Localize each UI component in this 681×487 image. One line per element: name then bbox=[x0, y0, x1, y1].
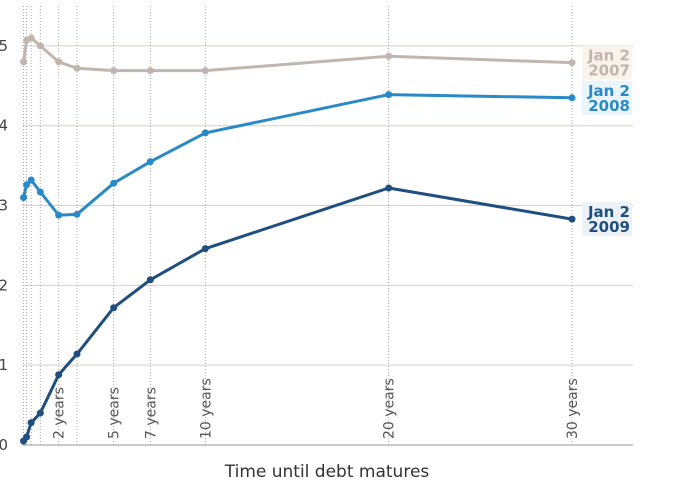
data-point bbox=[36, 188, 44, 196]
data-point bbox=[568, 59, 576, 67]
y-tick-label: 4 bbox=[0, 117, 8, 135]
data-point bbox=[146, 158, 154, 166]
data-point bbox=[201, 245, 209, 253]
series-label-date: Jan 2 bbox=[587, 203, 630, 221]
data-point bbox=[385, 91, 393, 99]
data-point bbox=[55, 211, 63, 219]
y-tick-label: 3 bbox=[0, 197, 8, 215]
data-point bbox=[110, 67, 118, 75]
data-point bbox=[23, 433, 31, 441]
data-point bbox=[385, 52, 393, 60]
y-tick-label: 1 bbox=[0, 356, 8, 374]
series-label-bg bbox=[582, 80, 632, 115]
data-point bbox=[568, 94, 576, 102]
y-tick-label: 5 bbox=[0, 37, 8, 55]
data-point bbox=[73, 210, 81, 218]
y-tick-label: 2 bbox=[0, 276, 8, 294]
series-line bbox=[22, 36, 573, 73]
axes: 0 1 2 3 4 5 2 years 5 years 7 years 10 years 20 ye… bbox=[0, 37, 633, 454]
series-label-year: 2008 bbox=[588, 97, 630, 115]
series-label-date: Jan 2 bbox=[587, 82, 630, 100]
data-point bbox=[146, 276, 154, 284]
x-tick-label: 5 years bbox=[107, 387, 123, 439]
series-group bbox=[20, 34, 576, 445]
data-point bbox=[27, 419, 35, 427]
data-point bbox=[36, 409, 44, 417]
data-point bbox=[110, 304, 118, 312]
series-label-bg bbox=[582, 45, 632, 80]
x-tick-label: 7 years bbox=[143, 387, 159, 439]
x-tick-label: 2 years bbox=[52, 387, 68, 439]
data-point bbox=[73, 350, 81, 358]
data-point bbox=[201, 129, 209, 137]
data-point bbox=[20, 194, 28, 202]
data-point bbox=[568, 215, 576, 223]
maturity-guides bbox=[23, 6, 573, 445]
data-point bbox=[146, 67, 154, 75]
series-label-date: Jan 2 bbox=[587, 47, 630, 65]
gridlines bbox=[22, 45, 633, 366]
series-label-year: 2009 bbox=[588, 218, 630, 236]
data-point bbox=[27, 176, 35, 184]
x-tick-label: 30 years bbox=[565, 378, 581, 439]
data-point bbox=[55, 371, 63, 379]
x-tick-label: 10 years bbox=[198, 378, 214, 439]
series-label-bg bbox=[582, 202, 632, 237]
data-point bbox=[385, 184, 393, 192]
data-point bbox=[23, 181, 31, 189]
data-point bbox=[36, 42, 44, 50]
data-point bbox=[20, 58, 28, 66]
x-tick-label: 20 years bbox=[382, 378, 398, 439]
data-point bbox=[201, 67, 209, 75]
series-line bbox=[22, 93, 573, 217]
data-point bbox=[55, 58, 63, 66]
series-label-year: 2007 bbox=[588, 62, 630, 80]
data-point bbox=[27, 34, 35, 42]
data-point bbox=[73, 64, 81, 72]
data-point bbox=[110, 179, 118, 187]
x-axis-title: Time until debt matures bbox=[224, 462, 430, 482]
y-tick-label: 0 bbox=[0, 436, 8, 454]
